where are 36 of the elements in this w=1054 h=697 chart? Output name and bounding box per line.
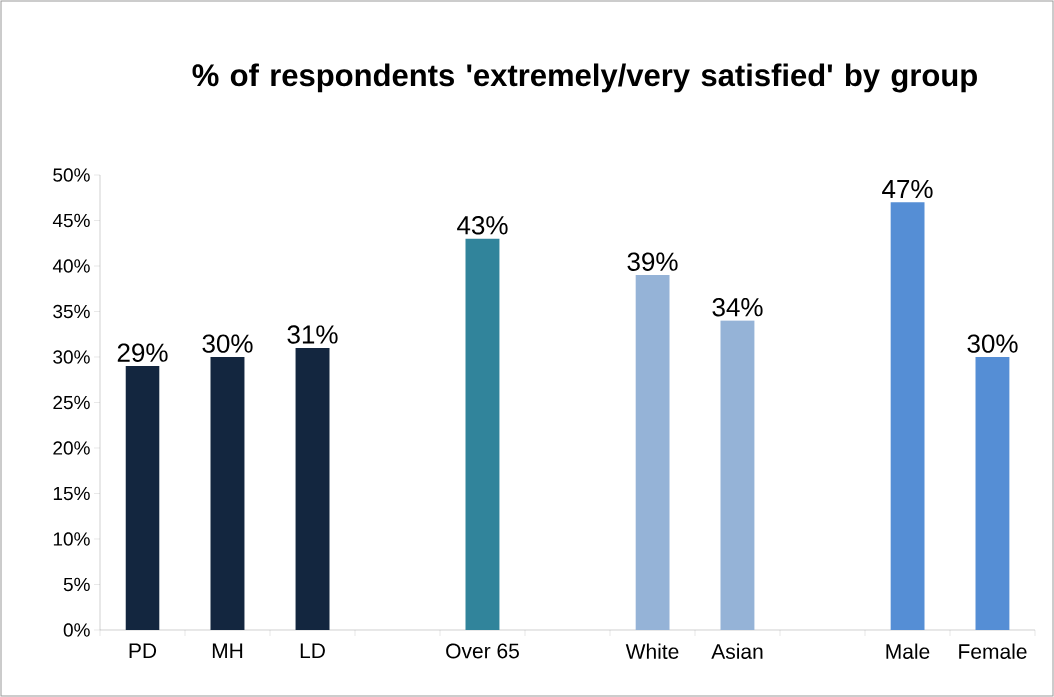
y-tick-label: 5%	[63, 577, 90, 592]
data-label: 34%	[712, 297, 763, 317]
x-tick-label: LD	[300, 643, 325, 658]
x-tick-label: White	[625, 643, 679, 659]
y-tick-label: 20%	[53, 441, 90, 455]
bar	[295, 347, 330, 630]
data-label: 30%	[202, 334, 253, 353]
data-label: 43%	[457, 216, 508, 235]
bar	[635, 275, 670, 630]
bar	[975, 357, 1010, 630]
x-tick-label: PD	[129, 643, 157, 658]
data-label: 47%	[882, 179, 933, 199]
chart-title: % of respondents 'extremely/very satisfied' by group	[192, 63, 977, 93]
data-label: 39%	[627, 252, 678, 271]
bar	[720, 320, 755, 630]
bar	[125, 366, 160, 630]
bar	[465, 238, 500, 630]
y-tick-label: 45%	[52, 213, 90, 228]
y-tick-label: 50%	[53, 168, 90, 182]
y-tick-label: 40%	[52, 259, 90, 273]
x-tick-label: Male	[886, 643, 930, 659]
bar	[890, 202, 925, 630]
y-tick-label: 0%	[63, 623, 90, 637]
data-label: 31%	[287, 325, 338, 344]
y-tick-label: 35%	[53, 304, 90, 319]
x-tick-label: Over 65	[446, 643, 519, 659]
bar	[210, 357, 245, 630]
data-label: 29%	[117, 343, 168, 362]
x-tick-label: Asian	[711, 643, 763, 659]
y-tick-label: 15%	[53, 486, 90, 501]
y-tick-label: 10%	[53, 532, 90, 546]
x-tick-label: MH	[212, 643, 243, 658]
y-tick-label: 30%	[53, 350, 90, 364]
x-tick-label: Female	[959, 643, 1027, 659]
data-label: 30%	[967, 334, 1018, 353]
y-tick-label: 25%	[53, 395, 90, 410]
